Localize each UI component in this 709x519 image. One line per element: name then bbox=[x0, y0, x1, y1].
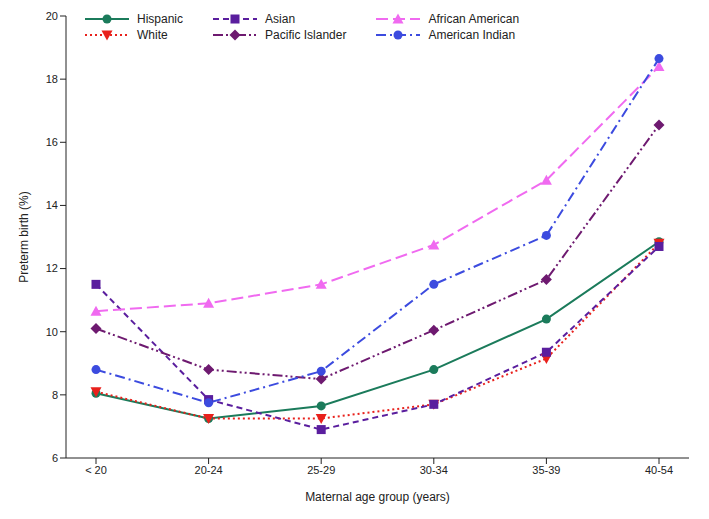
html-text:Asian: Asian bbox=[265, 12, 296, 26]
html-text:American Indian: American Indian bbox=[428, 28, 516, 42]
svg-text:8: 8 bbox=[52, 389, 58, 401]
svg-text:20: 20 bbox=[46, 10, 58, 22]
svg-text:30-34: 30-34 bbox=[420, 464, 448, 476]
svg-text:10: 10 bbox=[46, 326, 58, 338]
html-text:White: White bbox=[137, 28, 168, 42]
html-text:African American: African American bbox=[428, 12, 520, 26]
svg-text:6: 6 bbox=[52, 452, 58, 464]
svg-text:12: 12 bbox=[46, 262, 58, 274]
html-text:Hispanic: Hispanic bbox=[137, 12, 183, 26]
svg-text:Preterm birth (%): Preterm birth (%) bbox=[17, 191, 31, 282]
svg-text:18: 18 bbox=[46, 73, 58, 85]
svg-text:< 20: < 20 bbox=[85, 464, 107, 476]
svg-text:25-29: 25-29 bbox=[307, 464, 335, 476]
svg-text:14: 14 bbox=[46, 199, 58, 211]
svg-text:Maternal age group (years): Maternal age group (years) bbox=[305, 490, 450, 504]
svg-text:40-54: 40-54 bbox=[645, 464, 673, 476]
svg-text:16: 16 bbox=[46, 136, 58, 148]
svg-text:35-39: 35-39 bbox=[532, 464, 560, 476]
svg-text:20-24: 20-24 bbox=[195, 464, 223, 476]
html-text:Pacific Islander: Pacific Islander bbox=[265, 28, 347, 42]
